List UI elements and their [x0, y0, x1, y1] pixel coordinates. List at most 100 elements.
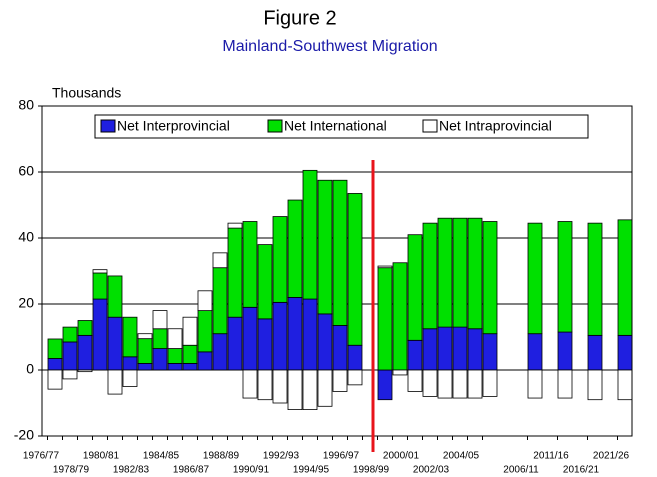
bar-segment — [482, 221, 498, 335]
x-tick-label: 2002/03 — [413, 465, 450, 476]
x-tick-label: 2000/01 — [383, 451, 420, 462]
bar-segment — [257, 244, 273, 320]
bar-segment — [47, 369, 63, 390]
bar-segment — [272, 216, 288, 303]
legend-box — [94, 114, 589, 139]
bar-segment — [617, 369, 633, 401]
bar-segment — [437, 369, 453, 399]
bar-segment — [197, 310, 213, 353]
x-tick-label: 1994/95 — [293, 465, 330, 476]
legend-swatch — [422, 119, 438, 133]
bar-segment — [332, 369, 348, 392]
bar-segment — [287, 296, 303, 371]
bar-segment — [107, 316, 123, 371]
bar-segment — [377, 267, 393, 371]
bar-segment — [212, 267, 228, 335]
bar-segment — [92, 269, 108, 274]
chart-subtitle: Mainland-Southwest Migration — [222, 38, 437, 55]
bar-segment — [197, 290, 213, 311]
bar-segment — [47, 338, 63, 359]
bar-segment — [167, 348, 183, 364]
bar-segment — [137, 333, 153, 340]
x-tick-label: 2011/16 — [533, 451, 569, 462]
bar-segment — [227, 222, 243, 229]
bar-segment — [452, 369, 468, 399]
bar-segment — [407, 369, 423, 392]
bar-segment — [302, 298, 318, 371]
bar-segment — [422, 328, 438, 371]
bar-segment — [302, 369, 318, 410]
bar-segment — [407, 339, 423, 371]
bar-segment — [392, 262, 408, 371]
bar-segment — [182, 362, 198, 371]
bar-segment — [62, 326, 78, 343]
bar-segment — [332, 325, 348, 371]
bar-segment — [62, 341, 78, 371]
bar-segment — [527, 333, 543, 371]
bar-segment — [152, 348, 168, 371]
legend-label: Net Interprovincial — [117, 118, 230, 134]
bar-segment — [107, 275, 123, 318]
bar-segment — [617, 219, 633, 336]
bar-segment — [587, 334, 603, 371]
legend-label: Net Intraprovincial — [439, 118, 552, 134]
bar-segment — [437, 217, 453, 328]
bar-segment — [257, 318, 273, 371]
bar-segment — [272, 301, 288, 371]
legend-swatch — [100, 119, 116, 133]
bar-segment — [212, 252, 228, 269]
bar-segment — [122, 356, 138, 371]
bar-segment — [227, 227, 243, 318]
x-tick-label: 1992/93 — [263, 451, 300, 462]
y-tick-label: 80 — [18, 97, 34, 113]
bar-segment — [167, 328, 183, 349]
y-tick-label: 20 — [18, 295, 34, 311]
bar-segment — [272, 369, 288, 404]
x-tick-label: 1980/81 — [83, 451, 120, 462]
bar-segment — [407, 234, 423, 341]
chart-title: Figure 2 — [263, 7, 336, 29]
bar-segment — [332, 179, 348, 326]
bar-segment — [377, 265, 393, 269]
bar-segment — [467, 217, 483, 330]
bar-segment — [422, 369, 438, 397]
bar-segment — [452, 217, 468, 328]
x-tick-label: 2004/05 — [443, 451, 480, 462]
bar-segment — [182, 344, 198, 364]
x-tick-label: 2016/21 — [563, 465, 600, 476]
bar-segment — [77, 369, 93, 373]
bar-segment — [392, 369, 408, 376]
bar-segment — [242, 306, 258, 371]
bar-segment — [47, 358, 63, 371]
legend-label: Net International — [284, 118, 387, 134]
legend-swatch — [267, 119, 283, 133]
bar-segment — [122, 316, 138, 358]
x-tick-label: 1982/83 — [113, 465, 150, 476]
y-tick-label: -20 — [14, 427, 34, 443]
bar-segment — [437, 326, 453, 371]
y-tick-label: 40 — [18, 229, 34, 245]
bar-segment — [347, 369, 363, 386]
bar-segment — [62, 369, 78, 380]
bar-segment — [317, 179, 333, 315]
x-tick-label: 1998/99 — [353, 465, 390, 476]
bar-segment — [107, 369, 123, 395]
bar-segment — [302, 169, 318, 300]
y-tick-label: 0 — [26, 361, 34, 377]
bar-segment — [317, 369, 333, 407]
bar-segment — [182, 316, 198, 346]
bar-segment — [197, 351, 213, 371]
x-tick-label: 1984/85 — [143, 451, 180, 462]
bar-segment — [422, 222, 438, 330]
bar-segment — [77, 334, 93, 371]
bar-segment — [287, 199, 303, 298]
bar-segment — [152, 328, 168, 349]
bar-segment — [527, 222, 543, 335]
bar-segment — [617, 334, 633, 371]
x-tick-label: 2006/11 — [503, 465, 539, 476]
bar-segment — [137, 362, 153, 371]
bar-segment — [92, 298, 108, 371]
bar-segment — [557, 221, 573, 333]
bar-segment — [467, 369, 483, 399]
